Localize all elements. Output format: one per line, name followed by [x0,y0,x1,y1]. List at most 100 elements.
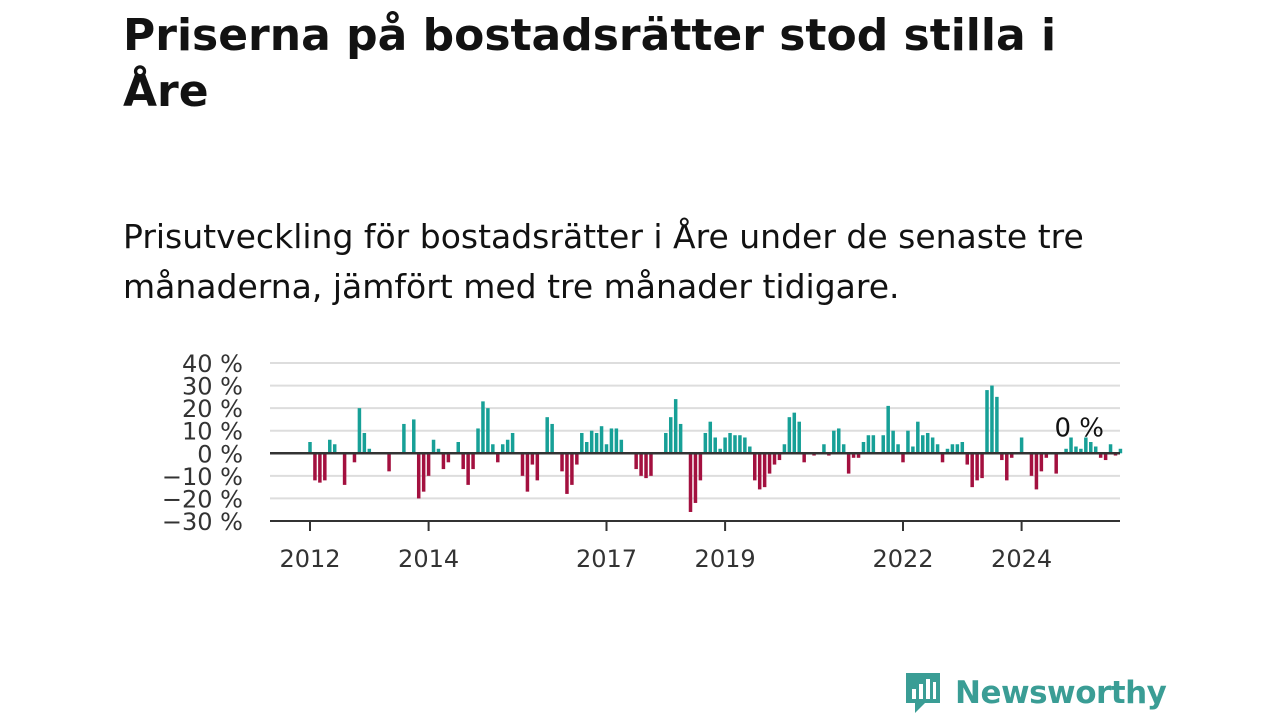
bar [589,430,594,454]
y-tick-label: 20 % [182,395,243,423]
x-tick-label: 2017 [576,545,637,573]
bar [634,453,638,470]
bar [856,453,861,458]
bar [891,430,895,454]
bar [328,439,332,454]
bar [713,437,717,454]
bar [945,448,950,454]
bar [851,453,856,458]
y-tick-label: 0 % [197,440,243,468]
bar [748,446,752,454]
bar [678,423,683,454]
newsworthy-logo: Newsworthy [903,670,1167,716]
bar [871,435,876,454]
bar [777,453,782,461]
bar [832,430,836,454]
bar [757,453,762,490]
bar [743,437,747,454]
bar [456,442,460,454]
bar [1039,453,1044,472]
bar [584,442,589,454]
bar [960,442,965,454]
bar [476,428,480,454]
bar [1098,453,1103,458]
bar [698,453,703,481]
bar [925,432,930,454]
bar [496,453,500,463]
x-tick-label: 2024 [991,545,1052,573]
bar [861,442,866,454]
bar [985,390,989,454]
bar [965,453,969,465]
bar [772,453,777,465]
bar [896,444,900,454]
bar [525,453,530,492]
y-tick-label: −10 % [162,463,243,491]
bar [609,428,614,454]
bar [426,453,431,476]
bar [500,444,505,454]
bar [342,453,347,485]
bar [421,453,426,492]
bar [575,453,579,465]
bar [1103,453,1108,461]
y-tick-label: 30 % [182,373,243,401]
y-tick-label: −20 % [162,485,243,513]
bar [362,432,367,454]
bar [762,453,767,488]
bar [402,423,406,454]
bar [1019,437,1024,454]
chart-title: Priserna på bostadsrätter stod stilla i … [123,10,1057,117]
bar [446,453,451,463]
bar [693,453,698,503]
bar [481,401,485,454]
newsworthy-bar-chart-icon [906,673,940,713]
bar [466,453,470,485]
bar-chart: 40 %30 %20 %10 %0 %−10 %−20 %−30 %2012 20… [162,350,1123,573]
bar [846,453,851,474]
bar [916,421,920,454]
bar [1044,453,1049,458]
bar [565,453,569,494]
bar [491,444,495,454]
bar [441,453,446,470]
bar [1000,453,1004,461]
bar [767,453,772,474]
y-tick-label: 40 % [182,350,243,378]
bar [644,453,648,479]
bar [313,453,317,481]
y-tick-label: 10 % [182,418,243,446]
bar [881,435,885,454]
bar [673,399,678,454]
x-tick-label: 2012 [279,545,340,573]
bar [668,417,673,454]
bar [367,448,372,454]
bar [1009,453,1014,458]
bar [955,444,960,454]
bar [940,453,945,463]
bar [520,453,525,476]
bar [604,444,609,454]
bar [594,432,599,454]
bar [416,453,421,499]
bar [560,453,564,472]
bar [323,453,327,481]
bar [708,421,713,454]
bar [980,453,984,479]
bar [1064,448,1068,454]
bar [510,432,515,454]
bar [930,437,935,454]
bar [723,437,727,454]
bar [782,444,787,454]
bar [1029,453,1034,476]
bar [308,442,312,454]
bar [614,428,619,454]
bar [688,453,693,512]
bar [505,439,510,454]
bar [436,448,441,454]
bar [990,385,994,454]
bar [901,453,905,463]
bar [619,439,624,454]
bar [352,453,357,463]
